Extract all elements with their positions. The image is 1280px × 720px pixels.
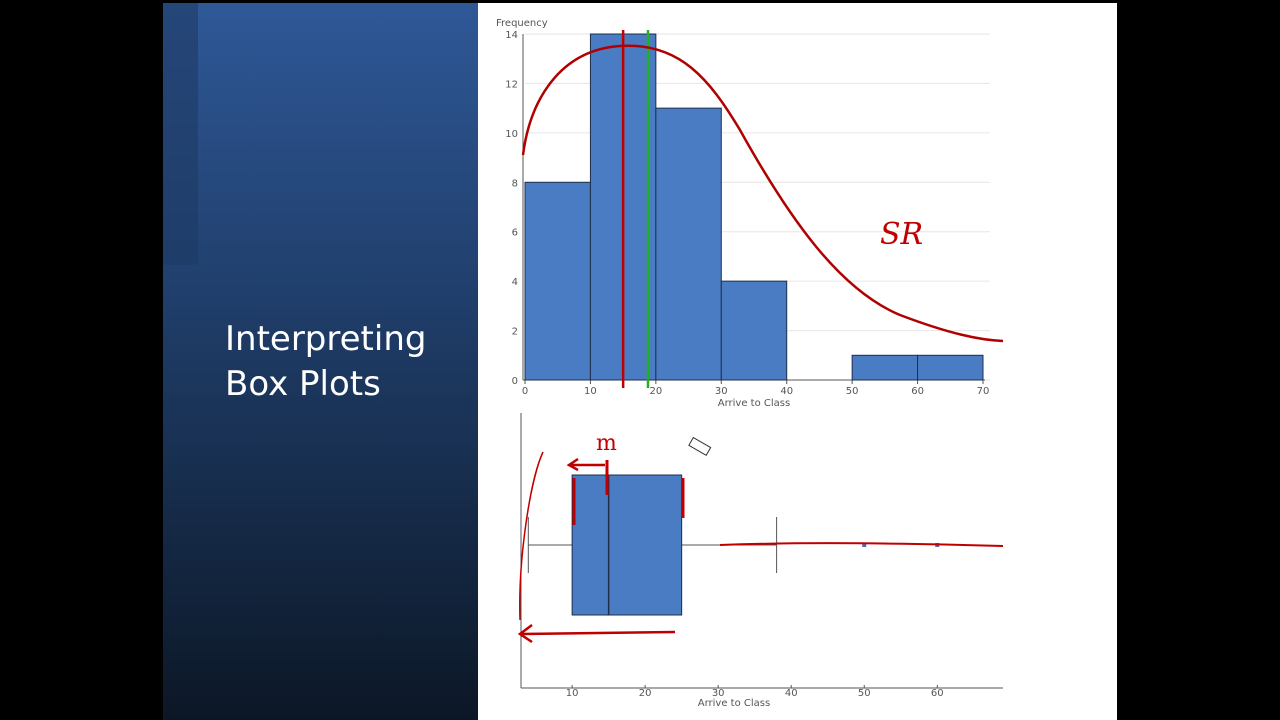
x-tick-label: 20 [639, 688, 652, 699]
bar [524, 181, 591, 381]
bar [917, 354, 984, 381]
bar [851, 354, 919, 381]
hand-arrow [517, 624, 676, 644]
x-tick-label: 10 [584, 386, 597, 397]
hand-mark [572, 460, 685, 525]
y-tick-label: 6 [512, 228, 518, 239]
hand-arrow [566, 457, 605, 472]
bar [720, 280, 788, 381]
x-tick-label: 60 [931, 688, 944, 699]
y-tick-label: 2 [512, 327, 518, 338]
slide-title: Interpreting [225, 319, 426, 359]
annotation: SR [880, 217, 923, 252]
x-tick-label: 10 [566, 688, 579, 699]
y-tick-label: 0 [512, 376, 518, 387]
panel-accent [163, 3, 198, 265]
slide-title: Box Plots [225, 364, 381, 404]
x-tick-label: 50 [858, 688, 871, 699]
x-tick-label: 40 [785, 688, 798, 699]
x-tick-label: 20 [649, 386, 662, 397]
y-tick-label: 12 [505, 79, 518, 90]
eraser-cursor [688, 436, 712, 457]
x-tick-label: 60 [911, 386, 924, 397]
hand-mark [519, 451, 544, 621]
side-panel [163, 3, 478, 720]
x-tick-label: 40 [780, 386, 793, 397]
x-tick-label: 30 [712, 688, 725, 699]
x-axis-label: Arrive to Class [718, 398, 790, 409]
x-axis-label: Arrive to Class [698, 698, 770, 709]
y-tick-label: 4 [512, 277, 518, 288]
y-tick-label: 14 [505, 30, 518, 41]
hand-curve [521, 44, 1004, 343]
bar [655, 107, 722, 381]
x-tick-label: 30 [715, 386, 728, 397]
box [571, 474, 683, 616]
y-tick-label: 10 [505, 129, 518, 140]
y-axis-label: Frequency [496, 18, 548, 29]
x-tick-label: 0 [522, 386, 528, 397]
annotation: m [596, 431, 617, 456]
y-tick-label: 8 [512, 178, 518, 189]
x-tick-label: 50 [846, 386, 859, 397]
x-tick-label: 70 [977, 386, 990, 397]
hand-mark [719, 542, 1004, 547]
outlier [862, 543, 867, 547]
